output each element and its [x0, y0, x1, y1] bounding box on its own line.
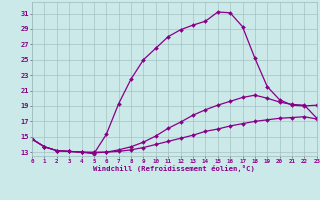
X-axis label: Windchill (Refroidissement éolien,°C): Windchill (Refroidissement éolien,°C) [93, 165, 255, 172]
